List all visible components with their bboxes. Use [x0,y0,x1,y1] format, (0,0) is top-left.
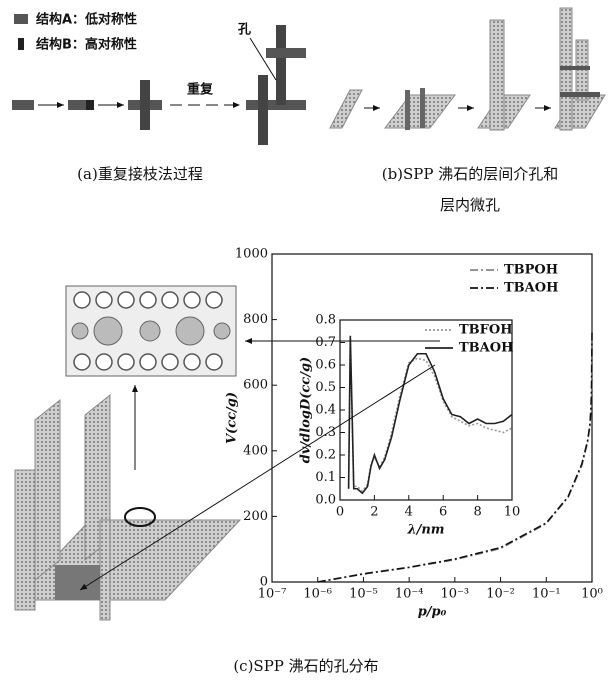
y-tick-label: 0.2 [315,448,336,463]
legend-label: TBFOH [459,323,513,338]
x-axis-label: λ/nm [406,523,444,538]
x-tick-label: 10⁻⁵ [349,587,378,602]
y-tick-label: 0 [260,575,268,590]
x-tick-label: 10⁰ [581,587,603,602]
y-axis-label: V(cc/g) [225,392,240,444]
y-tick-label: 400 [243,443,268,458]
x-tick-label: 10 [504,505,521,520]
x-tick-label: 10⁻³ [441,587,470,602]
y-tick-label: 0.5 [315,380,336,395]
legend-label: TBAOH [459,341,513,356]
y-tick-label: 0.8 [315,313,336,328]
y-tick-label: 0.4 [315,403,336,418]
x-tick-label: 10⁻⁴ [395,587,424,602]
legend-a: 结构A：低对称性 [36,12,137,28]
x-tick-label: 6 [439,505,447,520]
x-axis-label: p/p₀ [418,605,447,620]
y-tick-label: 0.3 [315,425,336,440]
y-tick-label: 0.1 [315,470,336,485]
caption-a: (a)重复接枝法过程 [77,165,203,183]
caption-c: (c)SPP 沸石的孔分布 [233,657,378,675]
y-tick-label: 0.7 [315,335,336,350]
y-tick-label: 1000 [235,247,268,262]
caption-b: (b)SPP 沸石的层间介孔和 [382,165,559,183]
x-tick-label: 10⁻⁶ [303,587,332,602]
x-tick-label: 0 [336,505,344,520]
y-tick-label: 600 [243,378,268,393]
y-tick-label: 800 [243,312,268,327]
x-tick-label: 4 [405,505,413,520]
x-tick-label: 2 [370,505,378,520]
legend-label: TBAOH [504,281,558,296]
y-tick-label: 0.6 [315,358,336,373]
pore-label: 孔 [238,23,251,38]
legend-b: 结构B：高对称性 [36,37,137,53]
repeat-label: 重复 [187,82,214,98]
x-tick-label: 8 [473,505,481,520]
y-tick-label: 200 [243,509,268,524]
panel-a: 结构A：低对称性 结构B：高对称性 重复 孔 (a)重复接枝法过程 [12,12,306,184]
panel-b: (b)SPP 沸石的层间介孔和 层内微孔 [330,8,605,214]
legend-label: TBPOH [504,263,558,278]
caption-b-2: 层内微孔 [440,196,500,214]
x-tick-label: 10⁻² [486,587,515,602]
y-tick-label: 0.0 [315,493,336,508]
x-tick-label: 10⁻¹ [532,587,561,602]
panel-c-structure [15,286,240,620]
figure: 结构A：低对称性 结构B：高对称性 重复 孔 (a)重复接枝法过程 (b)SPP… [0,0,612,683]
